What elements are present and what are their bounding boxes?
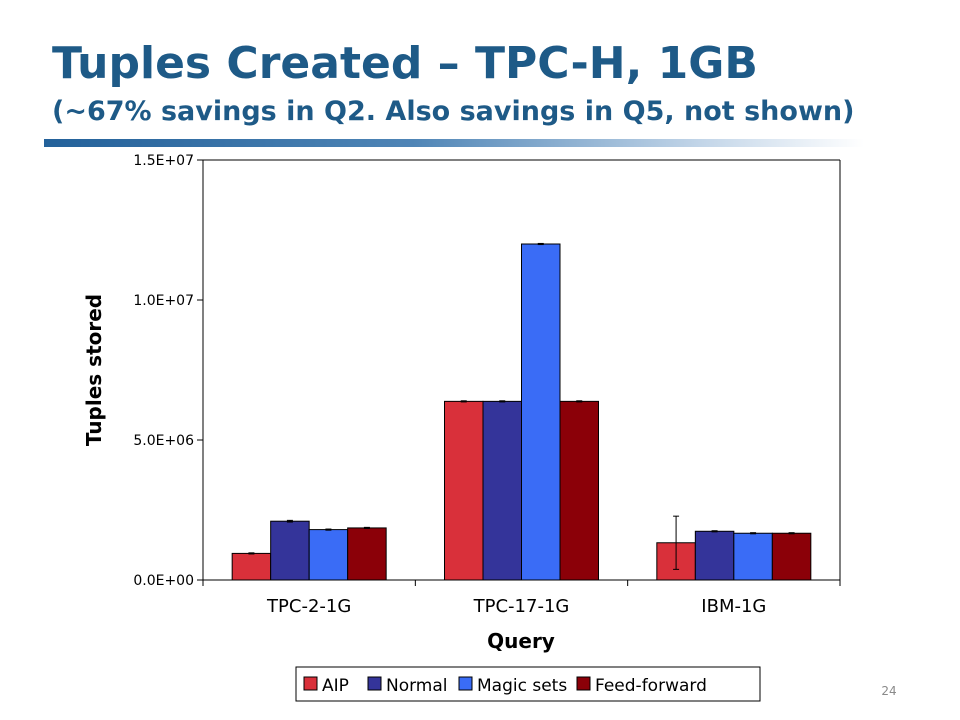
legend-item-normal: Normal	[367, 676, 448, 696]
legend-label: AIP	[322, 676, 349, 696]
page-number: 24	[881, 684, 897, 698]
bar-feed-forward-tpc-17-1g	[559, 400, 599, 581]
legend-swatch	[367, 676, 382, 691]
legend-swatch	[576, 676, 591, 691]
title-underline	[44, 139, 864, 147]
error-bar	[711, 530, 718, 533]
legend-item-aip: AIP	[303, 676, 349, 696]
y-tick-label: 0.0E+00	[133, 573, 194, 589]
error-bar	[499, 400, 506, 403]
legend-label: Normal	[386, 676, 448, 696]
error-bar	[788, 532, 795, 535]
slide-subtitle: (~67% savings in Q2. Also savings in Q5,…	[52, 96, 855, 127]
x-tick-label: TPC-17-1G	[473, 596, 570, 617]
legend-label: Magic sets	[477, 676, 567, 696]
error-bar	[576, 400, 583, 403]
y-tick-label: 5.0E+06	[133, 433, 194, 449]
bar-magic-sets-tpc-17-1g	[521, 243, 561, 581]
legend-swatch	[458, 676, 473, 691]
bar-normal-tpc-2-1g	[270, 520, 310, 581]
error-bar	[750, 532, 757, 535]
y-tick-label: 1.0E+07	[133, 293, 194, 309]
error-bar	[286, 519, 293, 523]
error-bar	[363, 526, 370, 529]
error-bar	[460, 400, 467, 403]
legend-item-magic-sets: Magic sets	[458, 676, 567, 696]
x-tick-label: IBM-1G	[701, 596, 766, 617]
bar-aip-tpc-2-1g	[231, 552, 272, 581]
x-axis-label: Query	[487, 629, 555, 653]
x-tick-label: TPC-2-1G	[266, 596, 351, 617]
y-axis-label: Tuples stored	[82, 294, 106, 446]
legend-swatch	[303, 676, 318, 691]
bar-aip-tpc-17-1g	[444, 400, 484, 581]
error-bar	[248, 552, 255, 555]
legend-item-feed-forward: Feed-forward	[576, 676, 707, 696]
bar-normal-ibm-1g	[694, 530, 735, 581]
plot-frame	[203, 159, 841, 580]
bar-magic-sets-tpc-2-1g	[308, 529, 349, 581]
y-axis: 0.0E+00 5.0E+06 1.0E+07 1.5E+07	[133, 153, 204, 589]
bar-magic-sets-ibm-1g	[733, 532, 773, 581]
error-bar	[325, 528, 332, 531]
bars	[231, 243, 812, 581]
bar-normal-tpc-17-1g	[482, 400, 522, 581]
bar-feed-forward-ibm-1g	[771, 532, 812, 581]
slide-title: Tuples Created – TPC-H, 1GB	[52, 38, 758, 89]
legend-label: Feed-forward	[595, 676, 707, 696]
y-tick-label: 1.5E+07	[133, 153, 194, 169]
x-axis: TPC-2-1G TPC-17-1G IBM-1G	[202, 579, 841, 617]
legend: AIP Normal Magic sets Feed-forward	[295, 666, 761, 702]
error-bars	[248, 242, 795, 570]
error-bar	[673, 515, 680, 570]
bar-feed-forward-tpc-2-1g	[347, 527, 387, 581]
error-bar	[537, 242, 544, 246]
